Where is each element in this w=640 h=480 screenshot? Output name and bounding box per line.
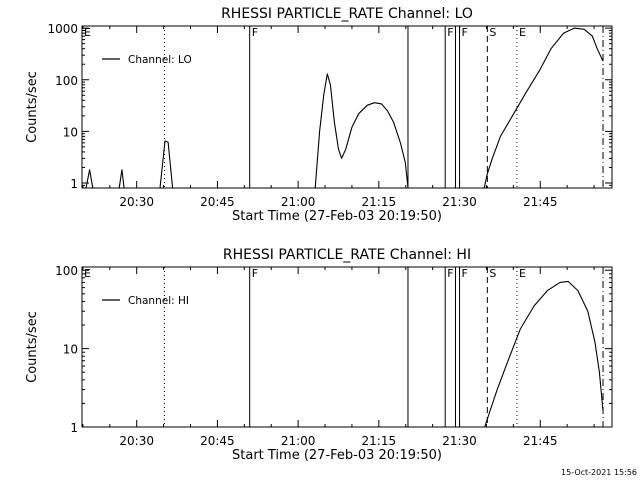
y-tick-label: 10: [63, 125, 78, 139]
series-line-segment: [483, 27, 604, 189]
y-tick-label: 1000: [47, 22, 78, 36]
event-marker-label: E: [519, 26, 526, 39]
x-axis-label: Start Time (27-Feb-03 20:19:50): [232, 209, 442, 224]
event-marker-label: F: [447, 267, 453, 280]
x-tick-label: 20:45: [200, 434, 235, 448]
panel-1: RHESSI PARTICLE_RATE Channel: LO 20:30 20:…: [25, 6, 613, 224]
x-tick-label: 20:30: [119, 195, 154, 209]
y-tick-label: 1: [70, 177, 78, 191]
x-tick-label: 21:45: [523, 195, 558, 209]
y-tick-label: 100: [55, 74, 78, 88]
panel-2: RHESSI PARTICLE_RATE Channel: HI 20:30 20:…: [25, 247, 613, 463]
event-marker-label: F: [447, 26, 453, 39]
x-tick-label: 21:30: [442, 195, 477, 209]
event-marker-label: F: [252, 267, 258, 280]
event-marker-label: F: [462, 267, 468, 280]
event-marker-label: S: [489, 267, 496, 280]
series-line-segment: [159, 140, 174, 189]
y-tick-label: 10: [63, 343, 78, 357]
x-tick-label: 21:15: [362, 195, 397, 209]
plot-frame: [81, 266, 613, 428]
x-tick-label: 21:00: [281, 434, 316, 448]
event-marker-label: E: [84, 267, 91, 280]
series-line-segment: [484, 280, 604, 428]
y-axis-label: Counts/sec: [25, 311, 40, 383]
series-line-segment: [85, 169, 94, 189]
event-marker-label: F: [252, 26, 258, 39]
event-marker-label: E: [519, 267, 526, 280]
legend-entry: Channel: LO: [128, 54, 192, 66]
x-tick-label: 21:45: [523, 434, 558, 448]
series-line-segment: [118, 169, 125, 189]
x-axis-label: Start Time (27-Feb-03 20:19:50): [232, 448, 442, 463]
chart-title: RHESSI PARTICLE_RATE Channel: LO: [221, 6, 473, 22]
chart-title: RHESSI PARTICLE_RATE Channel: HI: [223, 247, 471, 263]
x-tick-label: 20:45: [200, 195, 235, 209]
x-tick-label: 21:30: [442, 434, 477, 448]
x-tick-label: 21:00: [281, 195, 316, 209]
y-tick-label: 100: [55, 264, 78, 278]
event-marker-label: E: [84, 26, 91, 39]
y-axis-label: Counts/sec: [25, 71, 40, 143]
plot-frame: [81, 25, 613, 189]
event-marker-label: F: [462, 26, 468, 39]
series-line-segment: [314, 73, 409, 189]
x-tick-label: 21:15: [362, 434, 397, 448]
footer-timestamp: 15-Oct-2021 15:56: [561, 468, 637, 477]
x-tick-label: 20:30: [119, 434, 154, 448]
legend-entry: Channel: HI: [128, 295, 189, 307]
event-marker-label: S: [489, 26, 496, 39]
y-tick-label: 1: [70, 421, 78, 435]
